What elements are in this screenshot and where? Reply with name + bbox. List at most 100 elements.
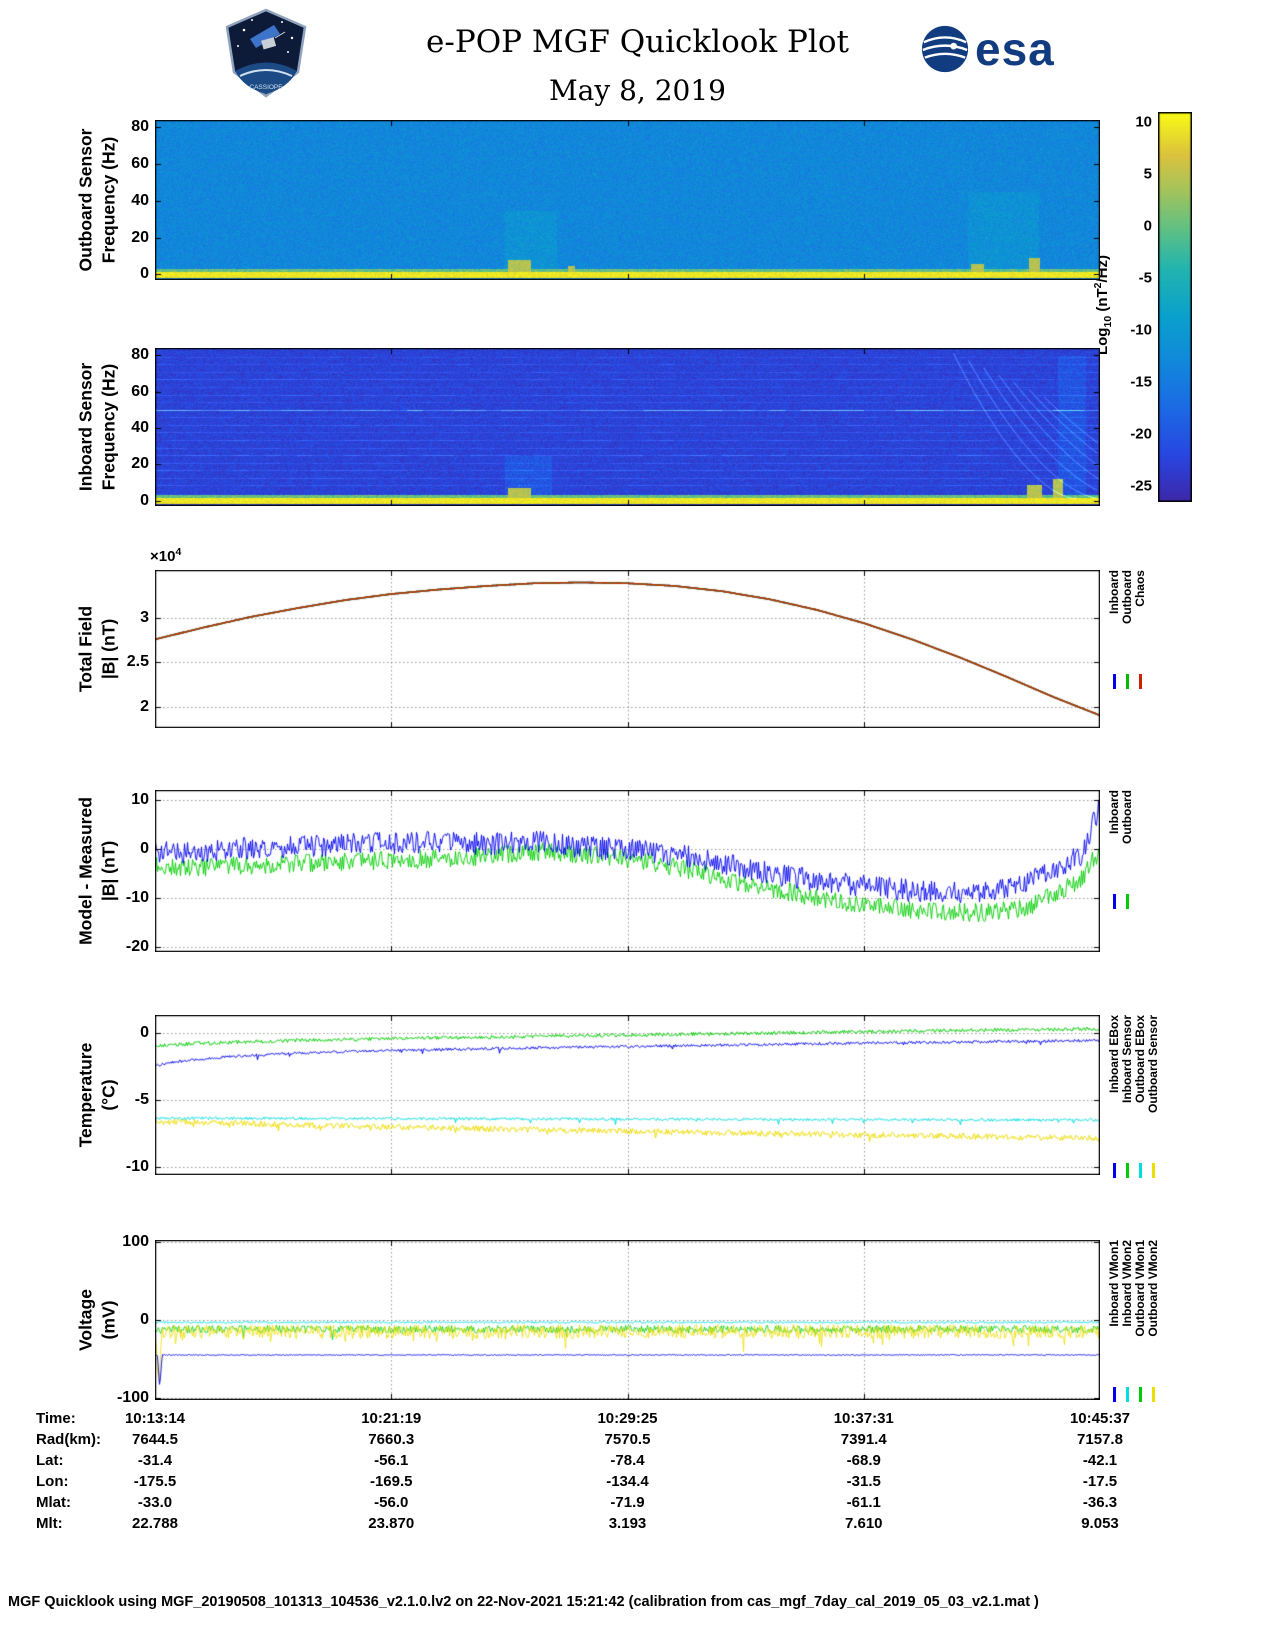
y-tick-label: -5 xyxy=(134,1091,149,1109)
legend-dash xyxy=(1139,1386,1142,1402)
y-tick-label: 0 xyxy=(140,839,149,857)
ephemeris-value: -36.3 xyxy=(1082,1494,1118,1511)
legend-dash xyxy=(1113,893,1116,909)
y-tick-label: 0 xyxy=(140,1311,149,1328)
satellite-body xyxy=(261,37,277,50)
ephemeris-value: -61.1 xyxy=(846,1494,881,1511)
voltage-canvas xyxy=(155,1240,1100,1400)
legend-dash xyxy=(1113,1163,1116,1178)
legend-label: Chaos xyxy=(1133,570,1147,607)
ephemeris-value: -31.4 xyxy=(137,1452,173,1469)
ephemeris-value: -33.0 xyxy=(137,1494,173,1511)
legend-dash xyxy=(1152,1163,1155,1178)
ephemeris-value: -68.9 xyxy=(846,1452,881,1469)
ephemeris-value: -56.0 xyxy=(374,1494,409,1511)
ephemeris-value: -17.5 xyxy=(1082,1473,1118,1490)
legend-label: Outboard VMon2 xyxy=(1146,1240,1160,1337)
ephemeris-value: 7157.8 xyxy=(1077,1431,1123,1448)
inboard-spectrogram-canvas xyxy=(155,348,1100,506)
ephemeris-value: -71.9 xyxy=(610,1494,645,1511)
y-tick-label: 3 xyxy=(140,608,149,626)
ephemeris-value: -42.1 xyxy=(1082,1452,1118,1469)
plot-date: May 8, 2019 xyxy=(549,74,726,107)
ephemeris-value: 7660.3 xyxy=(368,1431,415,1448)
legend-dash xyxy=(1113,1386,1116,1402)
y-axis-scale-multiplier: ×104 xyxy=(150,546,182,565)
temperature-canvas xyxy=(155,1015,1100,1175)
y-tick-label: 100 xyxy=(122,1233,149,1251)
y-tick-label: 2 xyxy=(140,697,149,715)
y-tick-label: 20 xyxy=(131,228,149,246)
esa-wordmark: esa xyxy=(975,23,1055,75)
y-tick-label: 0 xyxy=(140,1024,149,1042)
ephemeris-row-label: Mlt: xyxy=(36,1515,63,1532)
legend-dash xyxy=(1139,673,1142,689)
y-tick-label: 0 xyxy=(140,491,149,509)
legend-dash xyxy=(1126,893,1129,909)
y-tick-label: -10 xyxy=(125,1157,149,1175)
ephemeris-row-label: Mlat: xyxy=(36,1494,71,1511)
legend-dash xyxy=(1139,1163,1142,1178)
ephemeris-value: 3.193 xyxy=(608,1515,647,1532)
ephemeris-row-label: Rad(km): xyxy=(36,1431,102,1448)
ephemeris-value: 9.053 xyxy=(1081,1515,1119,1532)
colorbar-tick-label: -10 xyxy=(1130,321,1152,339)
ephemeris-value: 10:45:37 xyxy=(1069,1410,1131,1427)
colorbar-tick-label: 5 xyxy=(1143,165,1152,183)
ephemeris-value: -56.1 xyxy=(374,1452,409,1469)
cassiope-patch-label: CASSIOPE xyxy=(249,84,283,91)
ephemeris-value: -175.5 xyxy=(133,1473,177,1490)
ephemeris-row-label: Time: xyxy=(36,1410,76,1427)
y-tick-label: -10 xyxy=(125,889,149,906)
y-tick-label: 40 xyxy=(131,191,149,209)
ephemeris-value: 7570.5 xyxy=(604,1431,651,1448)
ephemeris-row-label: Lat: xyxy=(36,1452,64,1469)
ephemeris-value: -169.5 xyxy=(369,1473,413,1490)
ephemeris-value: 7391.4 xyxy=(840,1431,887,1448)
plot-title: e-POP MGF Quicklook Plot xyxy=(426,24,849,60)
legend-dash xyxy=(1113,673,1116,689)
colorbar-tick-label: 10 xyxy=(1135,113,1152,131)
ephemeris-value: 23.870 xyxy=(368,1515,415,1532)
total-field-canvas xyxy=(155,570,1100,728)
ephemeris-value: 22.788 xyxy=(132,1515,178,1532)
y-tick-label: 60 xyxy=(131,382,149,400)
ephemeris-value: 10:13:14 xyxy=(124,1410,186,1427)
earth-limb xyxy=(235,62,297,94)
y-tick-label: 40 xyxy=(131,418,149,436)
cassiope-mission-patch: CASSIOPE xyxy=(225,8,307,98)
y-tick-label: 0 xyxy=(140,265,149,283)
colorbar-tick-label: -25 xyxy=(1130,477,1152,495)
y-tick-label: -20 xyxy=(125,938,149,956)
ephemeris-value: -134.4 xyxy=(606,1473,649,1490)
y-tick-label: -100 xyxy=(116,1388,149,1406)
footer-provenance-text: MGF Quicklook using MGF_20190508_101313_… xyxy=(8,1594,1039,1610)
y-tick-label: 60 xyxy=(131,155,149,173)
colorbar-tick-label: -5 xyxy=(1138,269,1152,287)
y-tick-label: 10 xyxy=(131,790,149,808)
model-minus-measured-canvas xyxy=(155,790,1100,952)
ephemeris-value: 10:37:31 xyxy=(833,1410,894,1427)
legend-dash xyxy=(1126,673,1129,689)
legend-dash xyxy=(1152,1386,1155,1402)
colorbar-canvas xyxy=(1158,112,1192,502)
y-tick-label: 80 xyxy=(131,118,149,136)
ephemeris-value: -31.5 xyxy=(846,1473,881,1490)
y-tick-label: 2.5 xyxy=(126,653,149,671)
colorbar-tick-label: -20 xyxy=(1130,425,1152,443)
legend-dash xyxy=(1126,1386,1129,1402)
y-tick-label: 80 xyxy=(131,346,149,364)
outboard-spectrogram-canvas xyxy=(155,120,1100,280)
model-minus-measured-ylabel: Model - Measured |B| (nT) xyxy=(75,797,118,945)
colorbar-tick-label: 0 xyxy=(1143,217,1152,235)
ephemeris-value: -78.4 xyxy=(610,1452,645,1469)
ephemeris-value: 7.610 xyxy=(844,1515,883,1532)
legend-dash xyxy=(1126,1163,1129,1178)
ephemeris-value: 7644.5 xyxy=(132,1431,178,1448)
satellite-solar-sail xyxy=(250,25,280,48)
legend-label: Outboard Sensor xyxy=(1146,1015,1160,1114)
esa-globe-icon xyxy=(921,25,969,73)
colorbar-tick-label: -15 xyxy=(1130,373,1152,391)
ephemeris-value: 10:21:19 xyxy=(361,1410,422,1427)
